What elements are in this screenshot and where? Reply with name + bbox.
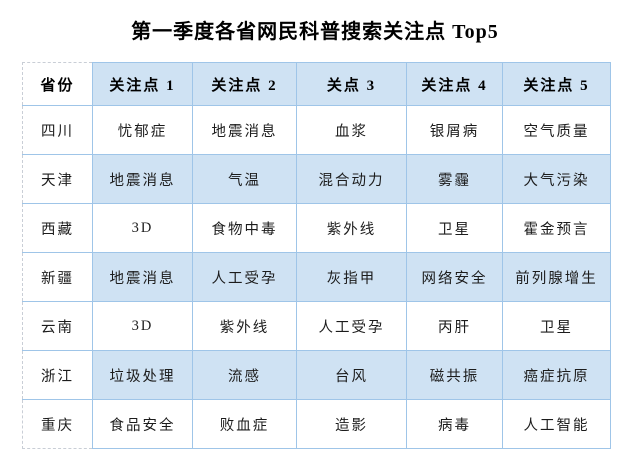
table-cell: 人工智能 bbox=[502, 399, 611, 449]
table-cell: 台风 bbox=[296, 350, 407, 400]
table-row-chongqing: 重庆 食品安全 败血症 造影 病毒 人工智能 bbox=[22, 399, 611, 449]
table-cell: 气温 bbox=[192, 154, 297, 204]
table-cell: 前列腺增生 bbox=[502, 252, 611, 302]
table-cell: 空气质量 bbox=[502, 105, 611, 155]
table-cell: 紫外线 bbox=[296, 203, 407, 253]
table-cell: 食品安全 bbox=[92, 399, 193, 449]
header-row: 省份 关注点 1 关注点 2 关点 3 关注点 4 关注点 5 bbox=[22, 62, 611, 106]
table-cell: 雾霾 bbox=[406, 154, 503, 204]
page-title: 第一季度各省网民科普搜索关注点 Top5 bbox=[131, 21, 499, 43]
top5-search-table: 省份 关注点 1 关注点 2 关点 3 关注点 4 关注点 5 四川 忧郁症 地… bbox=[22, 62, 611, 449]
table-cell: 混合动力 bbox=[296, 154, 407, 204]
table-cell: 癌症抗原 bbox=[502, 350, 611, 400]
table-cell: 卫星 bbox=[406, 203, 503, 253]
table-cell: 地震消息 bbox=[92, 252, 193, 302]
table-cell: 病毒 bbox=[406, 399, 503, 449]
table-cell: 食物中毒 bbox=[192, 203, 297, 253]
table-cell: 忧郁症 bbox=[92, 105, 193, 155]
table-cell: 磁共振 bbox=[406, 350, 503, 400]
table-row-xinjiang: 新疆 地震消息 人工受孕 灰指甲 网络安全 前列腺增生 bbox=[22, 252, 611, 302]
table-cell: 网络安全 bbox=[406, 252, 503, 302]
table-row-yunnan: 云南 3D 紫外线 人工受孕 丙肝 卫星 bbox=[22, 301, 611, 351]
table-cell: 大气污染 bbox=[502, 154, 611, 204]
province-cell: 重庆 bbox=[22, 399, 93, 449]
table-cell: 败血症 bbox=[192, 399, 297, 449]
table-cell: 银屑病 bbox=[406, 105, 503, 155]
header-focus-5: 关注点 5 bbox=[502, 62, 611, 106]
table-cell: 人工受孕 bbox=[296, 301, 407, 351]
table-cell: 卫星 bbox=[502, 301, 611, 351]
table-cell: 丙肝 bbox=[406, 301, 503, 351]
table-cell: 灰指甲 bbox=[296, 252, 407, 302]
province-cell: 浙江 bbox=[22, 350, 93, 400]
table-cell: 人工受孕 bbox=[192, 252, 297, 302]
table-cell: 3D bbox=[92, 203, 193, 253]
table-row-tianjin: 天津 地震消息 气温 混合动力 雾霾 大气污染 bbox=[22, 154, 611, 204]
table-cell: 3D bbox=[92, 301, 193, 351]
province-cell: 云南 bbox=[22, 301, 93, 351]
table-cell: 垃圾处理 bbox=[92, 350, 193, 400]
table-cell: 血浆 bbox=[296, 105, 407, 155]
table-cell: 流感 bbox=[192, 350, 297, 400]
table-cell: 造影 bbox=[296, 399, 407, 449]
table-cell: 地震消息 bbox=[192, 105, 297, 155]
header-focus-1: 关注点 1 bbox=[92, 62, 193, 106]
header-province: 省份 bbox=[22, 62, 93, 106]
table-row-sichuan: 四川 忧郁症 地震消息 血浆 银屑病 空气质量 bbox=[22, 105, 611, 155]
table-row-zhejiang: 浙江 垃圾处理 流感 台风 磁共振 癌症抗原 bbox=[22, 350, 611, 400]
province-cell: 新疆 bbox=[22, 252, 93, 302]
header-focus-3: 关点 3 bbox=[296, 62, 407, 106]
province-cell: 天津 bbox=[22, 154, 93, 204]
table-cell: 地震消息 bbox=[92, 154, 193, 204]
province-cell: 四川 bbox=[22, 105, 93, 155]
table-cell: 紫外线 bbox=[192, 301, 297, 351]
province-cell: 西藏 bbox=[22, 203, 93, 253]
table-cell: 霍金预言 bbox=[502, 203, 611, 253]
header-focus-4: 关注点 4 bbox=[406, 62, 503, 106]
header-focus-2: 关注点 2 bbox=[192, 62, 297, 106]
table-row-xizang: 西藏 3D 食物中毒 紫外线 卫星 霍金预言 bbox=[22, 203, 611, 253]
